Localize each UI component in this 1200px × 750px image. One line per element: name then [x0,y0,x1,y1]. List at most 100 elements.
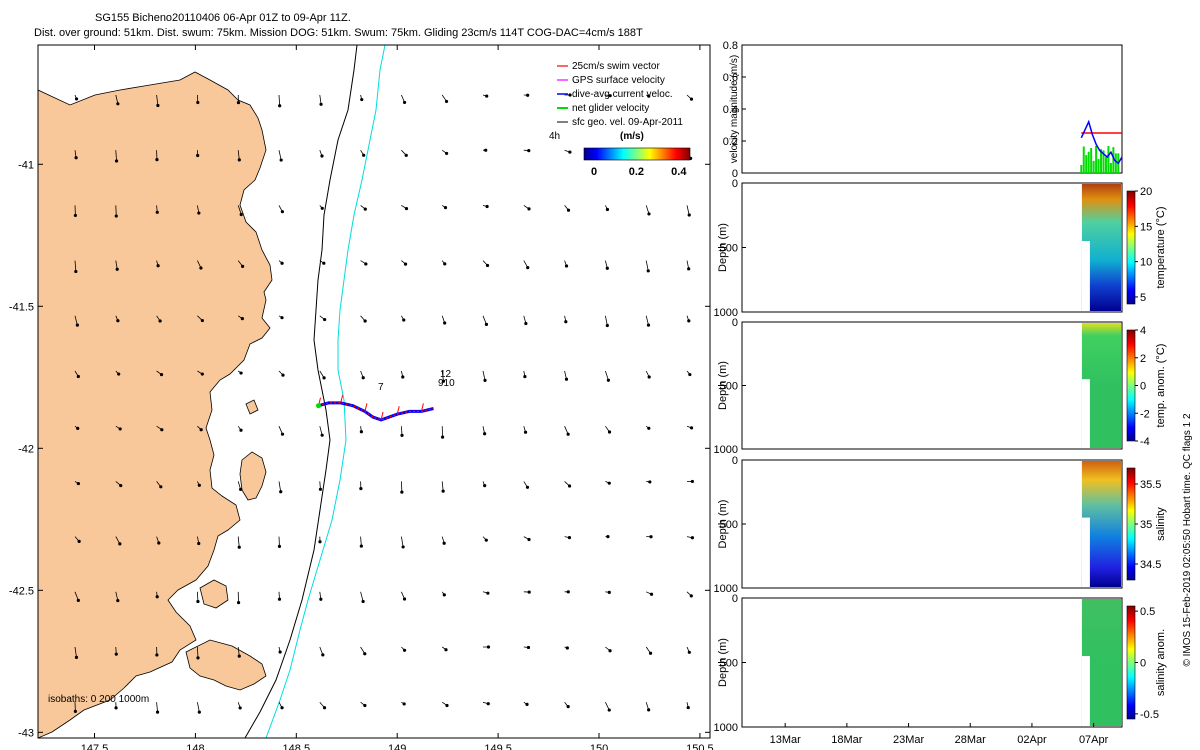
geo-arrow-head [486,702,490,706]
geo-arrow-head [566,590,570,594]
velocity-series [1080,119,1123,173]
geo-arrow-head [117,372,121,376]
geo-arrow-head [119,483,123,488]
geo-arrow-head [156,103,160,108]
geo-arrow-head [403,262,408,266]
geo-arrow-head [442,593,446,597]
velocity-y-tick-label: 0.4 [723,104,738,116]
geo-arrow-head [527,207,531,211]
section-gap [1081,656,1090,726]
geo-arrow-head [687,213,691,217]
section-gap [1081,517,1090,587]
geo-arrow-head [318,540,322,544]
section-gap [1081,241,1090,311]
glider-track [316,394,434,422]
geo-arrow [197,646,199,658]
map-x-tick-label: 150.5 [686,743,714,750]
section-frame [741,597,1123,728]
time-tick-label: 28Mar [955,734,987,746]
geo-arrow [401,536,404,547]
geo-arrow-head [646,269,650,273]
geo-arrow [645,260,649,271]
geo-arrow-head [322,706,327,710]
geo-arrow-head [363,703,367,708]
geo-arrow-head [441,379,446,383]
geo-arrow-head [363,652,367,656]
geo-arrow-head [485,204,489,209]
geo-arrow-head [402,702,406,706]
geo-arrow-head [199,266,203,270]
colorbar-tick-label: 35.5 [1140,479,1161,491]
geo-arrow-head [196,153,200,158]
geo-arrow [441,370,444,382]
swim-vector [364,403,368,412]
geo-arrow-head [237,158,241,162]
geo-arrow-head [155,595,159,599]
geo-arrow-head [155,653,159,657]
colorbar-label: salinity anom. [1155,629,1167,696]
geo-arrow-head [523,374,527,379]
track-label-7: 7 [378,382,384,393]
legend-dac-velocity: dive-avg current veloc. [572,89,673,100]
geo-arrow-head [362,153,366,157]
depth-tick-label: 500 [720,519,738,531]
geo-arrow-head [239,212,243,217]
geo-arrow-head [280,706,284,710]
depth-tick-label: 0 [732,455,738,467]
geo-arrow-head [238,706,242,710]
colorbar-tick-label: 0.5 [1140,606,1155,618]
forestier-peninsula [199,579,229,609]
section-panel-salinity: 0 500 1000 Depth (m) 35.5 35 34.5 salinity [714,455,1167,595]
section-colorbar [1126,190,1136,305]
geo-arrow-head [359,430,363,434]
legend-net-velocity: net glider velocity [572,103,649,114]
geo-arrow-head [196,599,200,604]
colorbar-tick-label: -0.5 [1140,709,1159,721]
geo-arrow [237,205,242,215]
isobath-1000m [265,45,386,738]
geo-arrow-head [565,646,569,650]
geo-arrow-head [280,210,284,214]
time-tick-label: 02Apr [1017,734,1047,746]
geo-arrow-head [118,427,122,431]
geo-arrow-head [239,487,243,492]
geo-arrow-head [727,210,730,213]
tasman-peninsula [185,639,267,691]
map-y-axis: -41 -41.5 -42 -42.5 -43 [9,159,710,739]
geo-arrow-head [319,102,323,106]
geo-arrow-head [647,94,651,98]
geo-arrow-head [320,206,324,210]
geo-arrow-head [320,154,324,158]
geo-arrow-head [116,319,120,323]
geo-arrow-head [74,97,79,101]
geo-arrow-head [402,648,407,652]
map-x-tick-label: 150 [590,743,608,750]
geo-arrow-head [240,317,244,321]
geo-arrow-head [567,536,572,540]
geo-arrow-head [564,264,569,268]
geo-arrow-head [483,378,487,383]
geo-arrow-head [648,651,653,655]
geo-arrow [115,150,117,162]
geo-arrow-head [607,708,611,712]
geo-arrow-head [200,318,204,323]
geo-arrow-head [281,373,285,377]
maria-island [239,451,267,501]
geo-arrow-head [483,484,487,488]
geo-arrow-head [566,705,570,709]
geo-arrow-head [730,537,733,540]
map-y-tick-label: -42.5 [9,585,34,597]
velocity-y-tick-label: 0 [732,168,738,180]
geo-arrow-head [277,597,282,601]
map-y-tick-label: -41.5 [9,301,34,313]
geo-arrow-head [608,649,612,653]
geo-arrow-head [159,485,163,489]
geo-arrow-head [647,375,651,379]
geo-arrow-head [646,323,651,327]
geo-arrow-head [687,319,691,323]
geo-arrow-head [241,264,245,269]
geo-arrow [482,370,486,381]
geo-arrow-head [157,541,161,545]
swim-vector [420,403,424,412]
